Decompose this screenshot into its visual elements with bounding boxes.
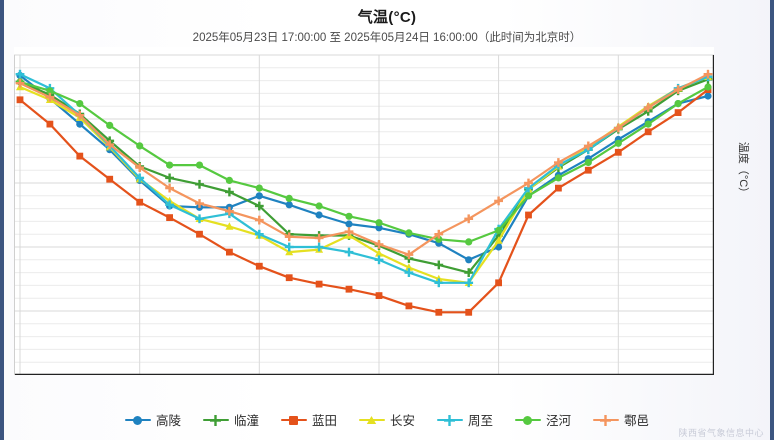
legend-label: 临潼	[233, 414, 259, 428]
legend-item-鄠邑[interactable]: 鄠邑	[593, 410, 649, 429]
legend-marker-circle-icon	[515, 414, 542, 426]
legend-label: 长安	[389, 414, 415, 428]
legend-label: 周至	[468, 414, 494, 428]
legend-label: 蓝田	[311, 414, 337, 428]
legend-marker-cross-icon	[202, 414, 229, 426]
legend-item-蓝田[interactable]: 蓝田	[280, 410, 337, 429]
legend-item-高陵[interactable]: 高陵	[124, 410, 181, 429]
y-axis-label: 温度（°C）	[737, 141, 749, 199]
legend-marker-cross-icon	[593, 414, 620, 426]
legend-marker-triangle-icon	[358, 414, 385, 426]
series-鄠邑	[15, 69, 713, 260]
legend-item-长安[interactable]: 长安	[358, 410, 415, 429]
series-泾河	[16, 78, 712, 246]
legend-marker-cross-icon	[437, 414, 463, 426]
window-edge-right	[770, 0, 774, 440]
legend-label: 泾河	[546, 414, 572, 428]
legend-marker-square-icon	[280, 414, 307, 426]
legend-item-周至[interactable]: 周至	[437, 410, 493, 429]
legend-item-泾河[interactable]: 泾河	[515, 410, 571, 429]
legend-item-临潼[interactable]: 临潼	[202, 410, 259, 429]
chart-title: 气温(°C)	[357, 9, 417, 26]
chart-legend: 高陵 临潼 蓝田 长安 周至 泾河 鄠邑	[0, 410, 774, 429]
plot-area: 5101520253005/23 17:0005/23 21:0005/24 0…	[14, 47, 714, 375]
watermark-text: 陕西省气象信息中心	[678, 428, 764, 438]
chart-subtitle: 2025年05月23日 17:00:00 至 2025年05月24日 16:00…	[192, 32, 582, 44]
line-chart-svg: 5101520253005/23 17:0005/23 21:0005/24 0…	[14, 47, 714, 375]
legend-label: 鄠邑	[624, 414, 650, 428]
window-edge-left	[0, 0, 4, 440]
gridlines	[14, 54, 714, 375]
legend-label: 高陵	[155, 414, 181, 428]
legend-marker-circle-icon	[124, 414, 151, 426]
